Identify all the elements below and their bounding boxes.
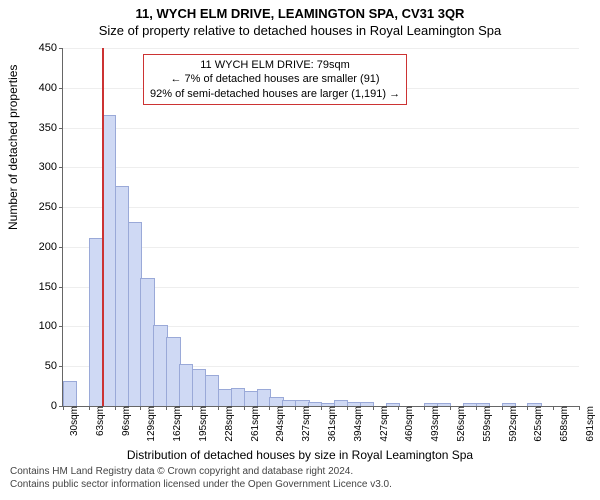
x-tick-label: 658sqm bbox=[557, 406, 570, 442]
x-tick-label: 30sqm bbox=[67, 406, 80, 436]
y-tick-label: 0 bbox=[21, 400, 63, 412]
x-tick-label: 460sqm bbox=[402, 406, 415, 442]
grid-line bbox=[63, 48, 579, 49]
x-tick-label: 394sqm bbox=[351, 406, 364, 442]
chart-title-sub: Size of property relative to detached ho… bbox=[0, 21, 600, 38]
x-tick-mark bbox=[424, 406, 425, 410]
x-tick-mark bbox=[527, 406, 528, 410]
x-tick-label: 63sqm bbox=[93, 406, 106, 436]
chart-plot-area: 05010015020025030035040045030sqm63sqm96s… bbox=[62, 48, 579, 407]
x-tick-label: 228sqm bbox=[222, 406, 235, 442]
x-tick-mark bbox=[218, 406, 219, 410]
x-tick-label: 361sqm bbox=[325, 406, 338, 442]
y-tick-label: 150 bbox=[21, 281, 63, 293]
x-tick-label: 162sqm bbox=[170, 406, 183, 442]
histogram-bar bbox=[63, 381, 77, 406]
y-tick-mark bbox=[59, 366, 63, 367]
info-box-line: 11 WYCH ELM DRIVE: 79sqm bbox=[150, 58, 400, 72]
x-tick-mark bbox=[373, 406, 374, 410]
y-tick-label: 50 bbox=[21, 360, 63, 372]
info-box-line: ← 7% of detached houses are smaller (91) bbox=[150, 72, 400, 86]
x-tick-mark bbox=[192, 406, 193, 410]
y-tick-label: 250 bbox=[21, 201, 63, 213]
x-tick-mark bbox=[321, 406, 322, 410]
x-tick-mark bbox=[295, 406, 296, 410]
y-axis-label: Number of detached properties bbox=[6, 65, 20, 230]
grid-line bbox=[63, 128, 579, 129]
y-tick-mark bbox=[59, 88, 63, 89]
x-tick-mark bbox=[502, 406, 503, 410]
x-tick-mark bbox=[450, 406, 451, 410]
x-tick-mark bbox=[269, 406, 270, 410]
grid-line bbox=[63, 167, 579, 168]
x-tick-label: 691sqm bbox=[583, 406, 596, 442]
x-tick-mark bbox=[115, 406, 116, 410]
x-tick-mark bbox=[347, 406, 348, 410]
footer-line-2: Contains public sector information licen… bbox=[10, 479, 392, 492]
y-tick-label: 350 bbox=[21, 122, 63, 134]
y-tick-mark bbox=[59, 207, 63, 208]
y-tick-mark bbox=[59, 167, 63, 168]
y-tick-mark bbox=[59, 247, 63, 248]
x-tick-mark bbox=[166, 406, 167, 410]
y-tick-label: 400 bbox=[21, 82, 63, 94]
x-tick-label: 261sqm bbox=[248, 406, 261, 442]
x-tick-mark bbox=[553, 406, 554, 410]
x-tick-label: 327sqm bbox=[299, 406, 312, 442]
x-tick-mark bbox=[89, 406, 90, 410]
y-tick-mark bbox=[59, 48, 63, 49]
x-tick-label: 294sqm bbox=[273, 406, 286, 442]
grid-line bbox=[63, 207, 579, 208]
x-tick-label: 427sqm bbox=[377, 406, 390, 442]
y-tick-mark bbox=[59, 326, 63, 327]
y-tick-label: 200 bbox=[21, 241, 63, 253]
y-tick-label: 300 bbox=[21, 161, 63, 173]
x-tick-mark bbox=[398, 406, 399, 410]
info-box-line: 92% of semi-detached houses are larger (… bbox=[150, 87, 400, 101]
x-tick-mark bbox=[140, 406, 141, 410]
property-marker-line bbox=[102, 48, 104, 406]
x-tick-mark bbox=[244, 406, 245, 410]
x-tick-label: 559sqm bbox=[480, 406, 493, 442]
y-tick-mark bbox=[59, 128, 63, 129]
footer-attribution: Contains HM Land Registry data © Crown c… bbox=[10, 466, 392, 491]
x-tick-label: 625sqm bbox=[531, 406, 544, 442]
x-tick-label: 592sqm bbox=[506, 406, 519, 442]
footer-line-1: Contains HM Land Registry data © Crown c… bbox=[10, 466, 392, 479]
x-tick-label: 129sqm bbox=[144, 406, 157, 442]
chart-title-main: 11, WYCH ELM DRIVE, LEAMINGTON SPA, CV31… bbox=[0, 0, 600, 21]
x-axis-label: Distribution of detached houses by size … bbox=[0, 448, 600, 462]
x-tick-mark bbox=[579, 406, 580, 410]
property-info-box: 11 WYCH ELM DRIVE: 79sqm← 7% of detached… bbox=[143, 54, 407, 105]
x-tick-mark bbox=[476, 406, 477, 410]
y-tick-label: 450 bbox=[21, 42, 63, 54]
x-tick-label: 526sqm bbox=[454, 406, 467, 442]
x-tick-label: 96sqm bbox=[119, 406, 132, 436]
x-tick-mark bbox=[63, 406, 64, 410]
y-tick-label: 100 bbox=[21, 320, 63, 332]
chart-page: { "chart": { "type": "histogram", "title… bbox=[0, 0, 600, 500]
y-tick-mark bbox=[59, 287, 63, 288]
x-tick-label: 195sqm bbox=[196, 406, 209, 442]
x-tick-label: 493sqm bbox=[428, 406, 441, 442]
